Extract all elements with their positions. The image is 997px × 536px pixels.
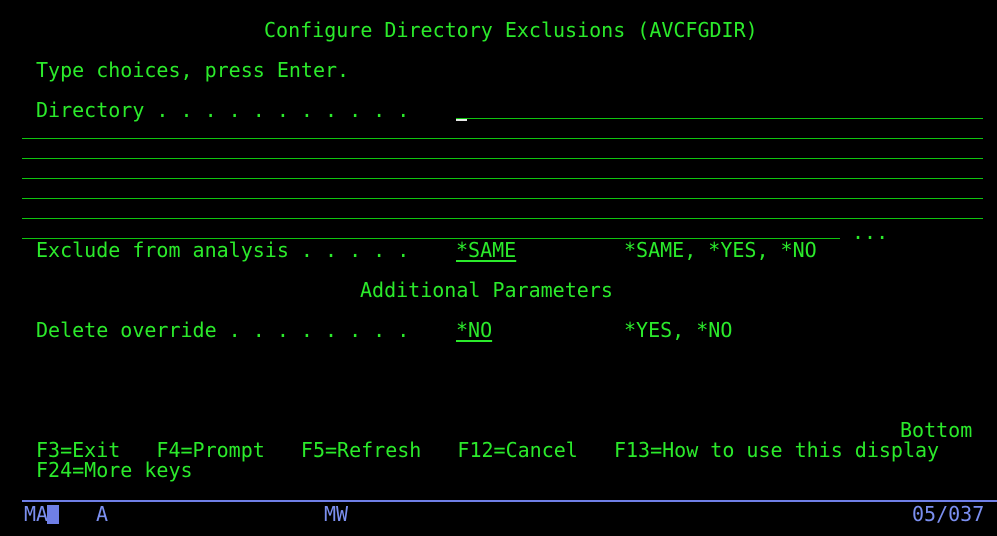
more-indicator: ... [852, 220, 889, 244]
status-a: A [96, 502, 109, 526]
exclude-input[interactable]: *SAME [456, 238, 517, 262]
section-heading: Additional Parameters [360, 278, 613, 302]
position-indicator: Bottom [900, 418, 973, 442]
status-mw: MW [324, 502, 349, 526]
status-ma: MA [24, 502, 49, 526]
delete-override-label: Delete override . . . . . . . . [36, 318, 410, 342]
directory-label: Directory . . . . . . . . . . . [36, 98, 410, 122]
delete-override-input[interactable]: *NO [456, 318, 493, 342]
status-bar-divider [22, 500, 997, 502]
function-keys-line2[interactable]: F24=More keys [36, 458, 193, 482]
text-cursor [456, 118, 467, 121]
exclude-label: Exclude from analysis . . . . . [36, 238, 410, 262]
screen-title: Configure Directory Exclusions (AVCFGDIR… [264, 18, 758, 42]
instructions: Type choices, press Enter. [36, 58, 350, 82]
cursor-position: 05/037 [912, 502, 985, 526]
exclude-choices: *SAME, *YES, *NO [624, 238, 817, 262]
function-keys-line1[interactable]: F3=Exit F4=Prompt F5=Refresh F12=Cancel … [36, 438, 940, 462]
delete-override-choices: *YES, *NO [624, 318, 733, 342]
input-inhibited-block [47, 505, 59, 524]
